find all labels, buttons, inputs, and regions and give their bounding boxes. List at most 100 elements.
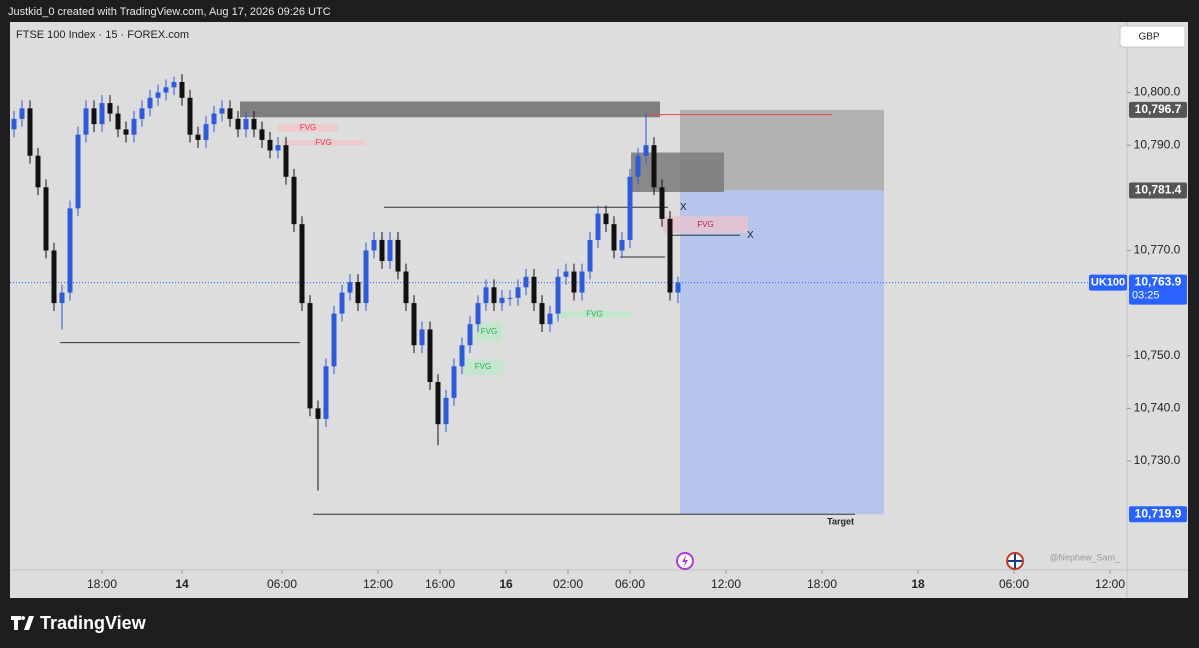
zone [556, 311, 633, 318]
candle-body [67, 208, 73, 293]
candle-body [435, 382, 441, 425]
candle-body [227, 108, 233, 119]
candle-body [563, 271, 569, 277]
candle-body [451, 366, 457, 398]
candle-body [571, 271, 577, 293]
candle-body [147, 97, 153, 109]
x-tick-label: 02:00 [553, 577, 583, 591]
candle-body [427, 329, 433, 383]
x-tick-label: 14 [175, 577, 189, 591]
candle-body [603, 213, 609, 225]
zone-label: FVG [315, 138, 331, 147]
y-tick-label: 10,740.0 [1134, 401, 1181, 415]
candle-body [35, 155, 41, 188]
candle-body [667, 218, 673, 293]
candle-body [131, 118, 137, 135]
candle-body [163, 87, 169, 93]
candle-body [475, 303, 481, 325]
candle-body [515, 287, 521, 298]
candle-body [483, 287, 489, 304]
candle-body [19, 108, 25, 119]
countdown: 03:25 [1132, 289, 1160, 301]
x-tick-label: 12:00 [363, 577, 393, 591]
candle-body [75, 134, 81, 209]
candle-body [459, 345, 465, 367]
candle-body [235, 118, 241, 130]
candle-body [283, 145, 289, 177]
candle-body [587, 239, 593, 272]
y-tick-label: 10,730.0 [1134, 453, 1181, 467]
zone-label: FVG [586, 310, 602, 319]
candle-body [371, 239, 377, 251]
x-tick-label: 16 [499, 577, 513, 591]
candle-body [507, 297, 513, 299]
candle-body [675, 282, 681, 293]
candle-body [43, 187, 49, 251]
x-tick-label: 12:00 [711, 577, 741, 591]
candle-body [443, 397, 449, 425]
currency[interactable]: GBP [1138, 32, 1159, 43]
y-tick-label: 10,800.0 [1134, 85, 1181, 99]
target-zone [680, 190, 884, 515]
zone [663, 216, 748, 234]
candle-body [91, 108, 97, 125]
x-tick-label: 18:00 [87, 577, 117, 591]
candle-body [307, 303, 313, 409]
candle-body [27, 108, 33, 156]
candle-body [531, 276, 537, 304]
brand: TradingView [40, 613, 147, 633]
flag-icon-cross [1008, 554, 1022, 568]
x-tick-label: 16:00 [425, 577, 455, 591]
x-tick-label: 18:00 [807, 577, 837, 591]
last-price-bg [1129, 274, 1187, 305]
zone-label: FVG [475, 362, 491, 371]
price-label-bg [1129, 506, 1187, 523]
candle-body [259, 129, 265, 140]
footer-logo [11, 616, 34, 630]
candle-body [651, 145, 657, 188]
candle-body [187, 97, 193, 135]
zone [476, 322, 502, 342]
level-mark: X [747, 230, 754, 241]
candle-body [107, 103, 113, 114]
price-label-bg [1129, 182, 1187, 199]
currency-button[interactable] [1119, 25, 1186, 48]
candle-body [251, 118, 257, 130]
candle-body [299, 224, 305, 304]
candle-body [611, 224, 617, 251]
candle-body [635, 155, 641, 177]
candle-body [219, 108, 225, 114]
candle-body [347, 282, 353, 293]
y-tick-label: 10,750.0 [1134, 348, 1181, 362]
candle-body [83, 108, 89, 135]
candle-body [539, 303, 545, 325]
price-label: 10,781.4 [1135, 183, 1182, 197]
candle-body [331, 313, 337, 367]
zone [282, 140, 365, 146]
candle-body [339, 292, 345, 314]
candle-body [315, 408, 321, 419]
candle-body [467, 324, 473, 346]
candle-body [547, 313, 553, 325]
candle-body [499, 297, 505, 304]
zone [631, 152, 724, 193]
candle-body [579, 271, 585, 293]
candle-body [59, 292, 65, 304]
price-label-bg [1129, 101, 1187, 118]
target-label: Target [827, 517, 854, 527]
candle-body [51, 250, 57, 304]
candle-body [323, 366, 329, 419]
candle-body [491, 287, 497, 304]
y-tick-label: 10,790.0 [1134, 137, 1181, 151]
candle-body [627, 176, 633, 240]
x-tick-label: 06:00 [267, 577, 297, 591]
candle-body [195, 134, 201, 140]
candle-body [659, 187, 665, 219]
candle-body [523, 276, 529, 288]
price-label: 10,796.7 [1135, 102, 1182, 116]
candle-body [171, 82, 177, 88]
x-tick-label: 18 [911, 577, 925, 591]
candle-body [275, 145, 281, 151]
level-mark: X [680, 202, 687, 213]
